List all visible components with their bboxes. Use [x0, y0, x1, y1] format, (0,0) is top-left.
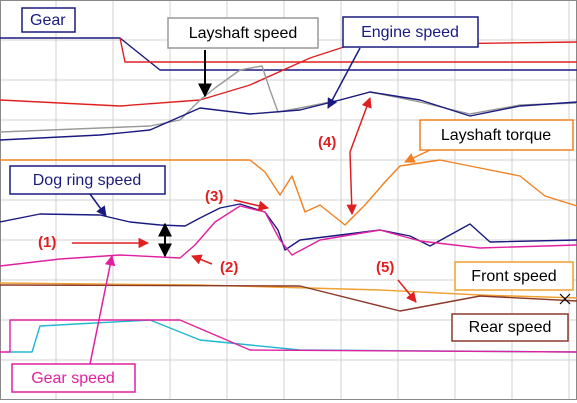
front-speed-trace	[0, 282, 577, 299]
callout-box	[454, 261, 574, 291]
annotation-number: (3)	[205, 188, 223, 205]
callout-label: Gear	[30, 12, 66, 29]
arrow	[349, 97, 372, 153]
callout-label: Rear speed	[469, 319, 552, 336]
callout-box	[451, 313, 569, 342]
arrow	[89, 254, 116, 365]
arrow	[397, 279, 417, 303]
callout-label: Dog ring speed	[33, 172, 142, 189]
arrow	[404, 149, 431, 163]
callout-label: Layshaft torque	[441, 127, 551, 144]
traces	[0, 37, 577, 353]
callout-label: Engine speed	[361, 24, 459, 41]
callout-label: Front speed	[471, 268, 556, 285]
annotation-number: (5)	[376, 259, 394, 276]
arrows	[72, 47, 571, 365]
callout-box	[21, 7, 76, 33]
callout-label: Layshaft speed	[189, 25, 298, 42]
dog-ring-speed-trace	[0, 203, 577, 251]
callout-box	[9, 165, 166, 195]
gear-speed-trace	[0, 205, 577, 267]
callout-label: Gear speed	[31, 370, 115, 387]
throttle-trace	[0, 41, 577, 107]
cross-marker	[559, 293, 571, 305]
arrow	[233, 199, 270, 211]
engine-speed-trace	[0, 91, 577, 141]
callout-box	[419, 119, 574, 151]
arrow	[89, 193, 107, 217]
annotation-number: (1)	[38, 234, 56, 251]
rear-speed-trace	[0, 284, 577, 312]
callout-box	[167, 17, 319, 49]
callout-box	[11, 363, 136, 393]
annotation-number: (4)	[318, 134, 336, 151]
arrow	[191, 254, 213, 265]
gear-demand-trace	[119, 37, 577, 63]
callout-box	[342, 16, 479, 48]
callouts: Gear Layshaft speed Engine speed Layshaf…	[9, 7, 574, 393]
annotation-number: (2)	[220, 259, 238, 276]
arrow	[327, 47, 361, 109]
arrow	[346, 151, 357, 216]
gear-trace	[0, 37, 577, 71]
magenta-step-trace	[0, 319, 577, 353]
